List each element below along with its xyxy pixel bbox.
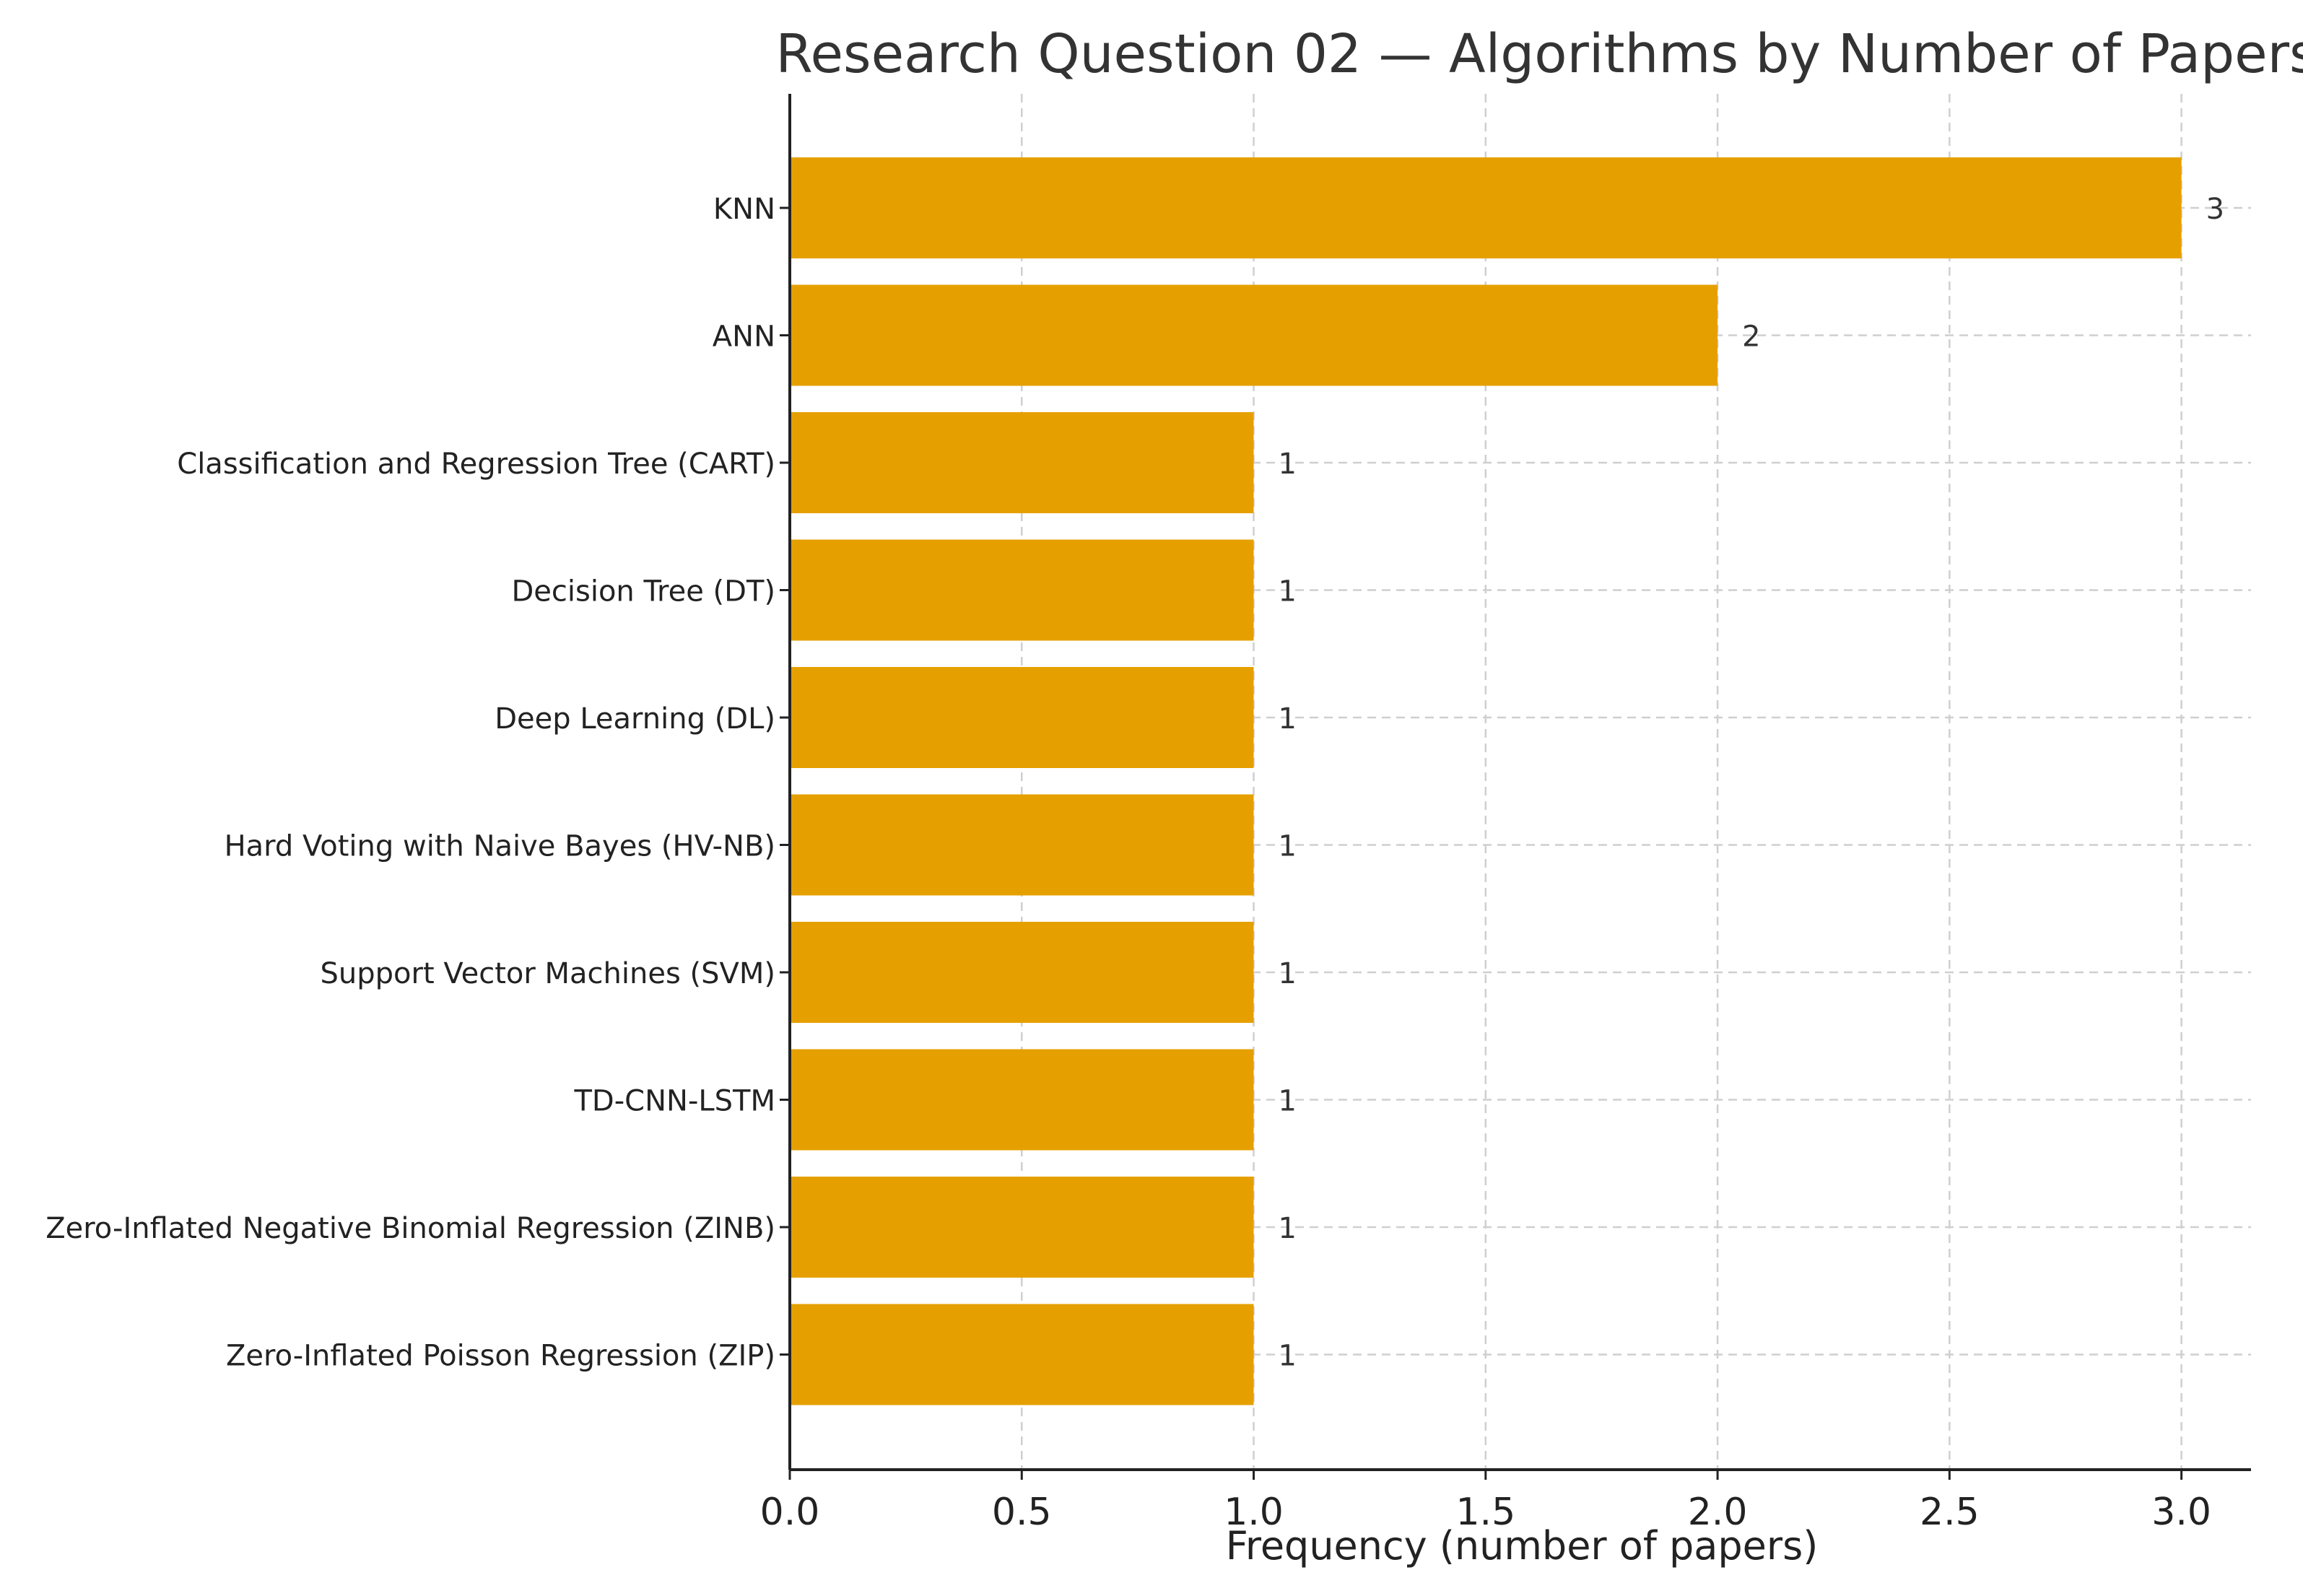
x-tick-label: 0.0 [760, 1491, 820, 1534]
y-tick-label: ANN [713, 320, 775, 354]
axes: 0.0 0.5 1.0 1.5 2.0 2.5 3.0 KNN ANN Classificatio… [45, 94, 2251, 1534]
bar [790, 412, 1254, 513]
bar [790, 1177, 1254, 1278]
bar [790, 1049, 1254, 1151]
bar-value-label: 2 [1742, 320, 1760, 354]
bar-value-label: 1 [1279, 575, 1297, 609]
y-tick-label: Deep Learning (DL) [495, 702, 775, 736]
bar [790, 284, 1718, 386]
bar-value-label: 1 [1279, 1340, 1297, 1373]
y-tick-label: Zero-Inflated Negative Binomial Regressi… [45, 1212, 775, 1245]
x-tick-label: 2.5 [1920, 1491, 1980, 1534]
bar-value-label: 1 [1279, 1085, 1297, 1118]
x-tick-label: 2.0 [1688, 1491, 1748, 1534]
bar-value-label: 1 [1279, 957, 1297, 990]
y-tick-label: Zero-Inflated Poisson Regression (ZIP) [226, 1340, 775, 1373]
y-tick-label: Classification and Regression Tree (CART… [177, 448, 775, 481]
y-tick-label: Support Vector Machines (SVM) [321, 957, 776, 990]
bar-value-label: 1 [1279, 830, 1297, 863]
bar [790, 794, 1254, 896]
bar-value-label: 1 [1279, 1212, 1297, 1245]
bar-value-label: 1 [1279, 702, 1297, 736]
bars: 3 2 1 1 1 1 1 1 1 1 [790, 157, 2224, 1405]
bar [790, 667, 1254, 768]
bar [790, 922, 1254, 1023]
bar [790, 539, 1254, 641]
y-tick-label: KNN [713, 193, 775, 226]
x-tick-label: 0.5 [992, 1491, 1052, 1534]
bar [790, 1304, 1254, 1405]
x-tick-label: 1.0 [1224, 1491, 1284, 1534]
bar-value-label: 1 [1279, 448, 1297, 481]
chart-title: Research Question 02 — Algorithms by Num… [775, 23, 2303, 85]
y-tick-label: Decision Tree (DT) [511, 575, 775, 609]
x-tick-label: 3.0 [2151, 1491, 2211, 1534]
bar [790, 157, 2182, 258]
y-tick-label: Hard Voting with Naive Bayes (HV-NB) [225, 830, 775, 863]
x-axis-title: Frequency (number of papers) [1226, 1523, 1819, 1569]
y-tick-label: TD-CNN-LSTM [574, 1085, 776, 1118]
x-tick-label: 1.5 [1455, 1491, 1515, 1534]
bar-value-label: 3 [2206, 193, 2224, 226]
